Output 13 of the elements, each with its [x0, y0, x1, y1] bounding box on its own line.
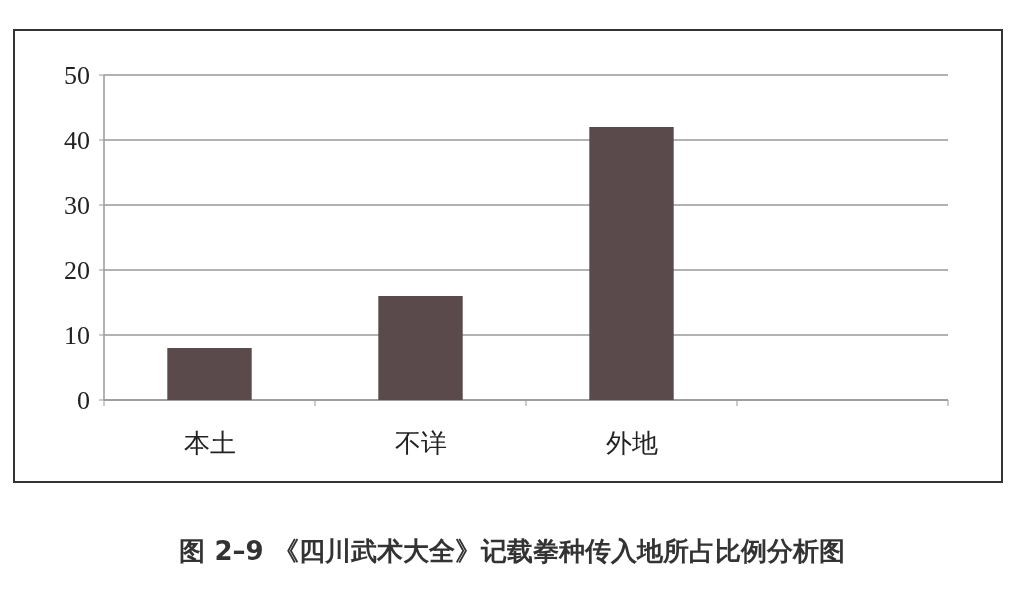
- bar: [167, 348, 252, 400]
- x-tick-label: 外地: [605, 428, 658, 458]
- y-tick-label: 10: [64, 321, 90, 350]
- y-tick-label: 40: [64, 126, 90, 155]
- y-tick-label: 0: [77, 386, 90, 415]
- text: 图 2–9 《四川武术大全》记载拳种传入地所占比例分析图: [179, 536, 845, 566]
- x-tick-label: 不详: [394, 428, 447, 458]
- y-tick-label: 30: [64, 191, 90, 220]
- bar: [589, 127, 674, 400]
- y-tick-label: 20: [64, 256, 90, 285]
- bar: [378, 296, 463, 400]
- x-tick-label: 本土: [183, 428, 236, 458]
- y-tick-label: 50: [64, 61, 90, 90]
